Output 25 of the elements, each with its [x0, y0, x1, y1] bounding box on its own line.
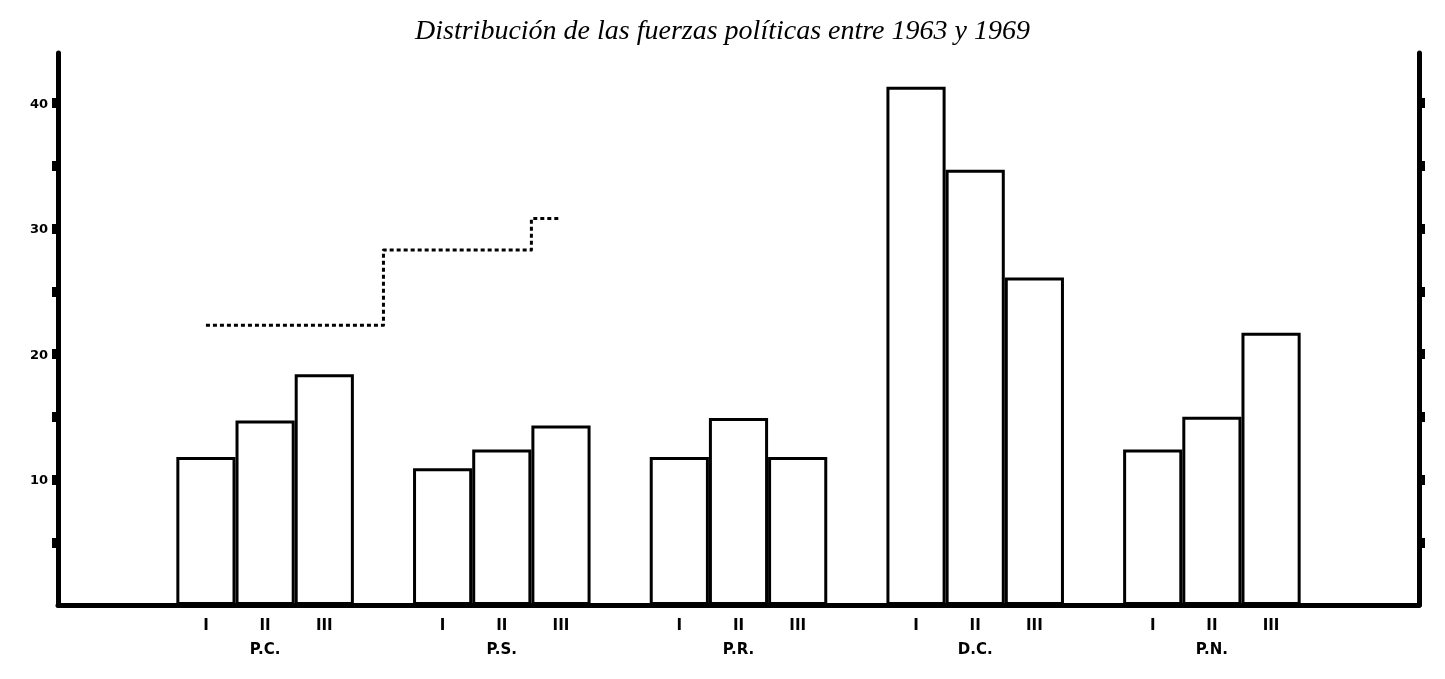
x-tick-label: III	[1025, 615, 1043, 634]
x-tick-label: I	[1149, 615, 1156, 634]
x-tick-label: I	[913, 615, 919, 634]
x-tick-label: II	[259, 615, 271, 634]
x-tick-label: III	[789, 615, 807, 634]
y-tick-label: 20	[29, 346, 48, 362]
x-tick-label: II	[969, 615, 981, 634]
chart-title: Distribución de las fuerzas políticas entre 1963 y 1969	[414, 13, 1030, 45]
x-tick-label: I	[439, 615, 446, 634]
x-tick-label: III	[1262, 615, 1280, 634]
text: D.C.	[957, 639, 993, 658]
y-tick-label: 40	[29, 95, 48, 111]
text: P.S.	[486, 639, 518, 658]
x-tick-label: II	[732, 615, 745, 634]
y-tick-label: 30	[29, 221, 48, 237]
x-tick-label: III	[552, 615, 570, 634]
y-tick-label: 10	[29, 472, 48, 488]
x-tick-label: II	[496, 615, 508, 634]
text: P.C.	[249, 639, 281, 658]
text: P.N.	[1195, 639, 1228, 658]
x-tick-label: I	[676, 615, 683, 634]
x-tick-label: I	[203, 615, 209, 634]
x-tick-label: III	[315, 615, 333, 634]
text: P.R.	[722, 639, 755, 658]
x-tick-label: II	[1206, 615, 1218, 634]
